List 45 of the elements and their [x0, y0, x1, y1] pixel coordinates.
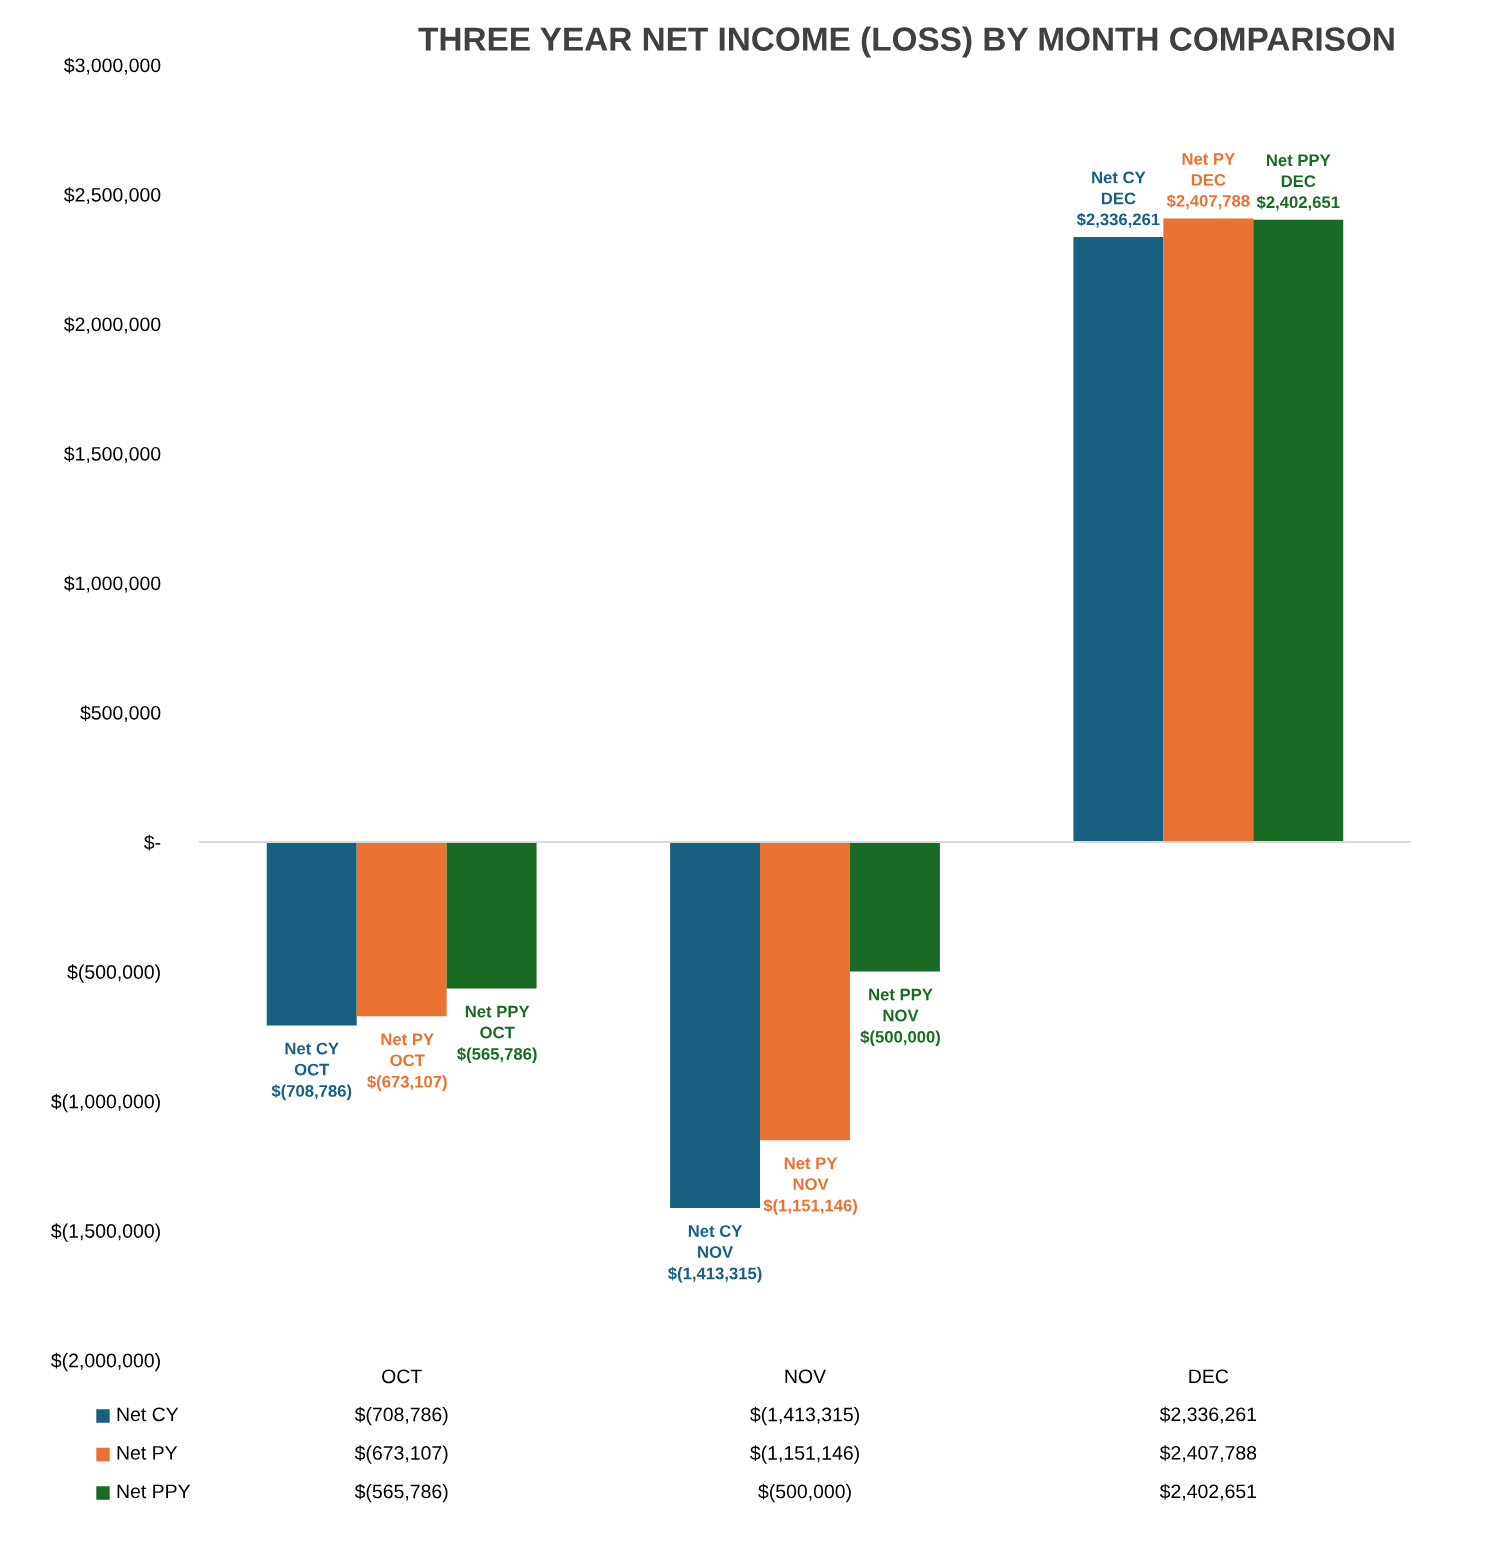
y-tick-label: $-: [144, 834, 161, 851]
bar: [670, 842, 761, 1209]
legend-label: Net PPY: [117, 1484, 191, 1499]
y-tick-label: $500,000: [80, 705, 161, 723]
y-tick-label: $(500,000): [67, 964, 160, 983]
data-label: $(500,000): [758, 1483, 851, 1503]
bar: [1073, 236, 1164, 842]
annotation: Net PY NOV $(1,151,146): [763, 1157, 857, 1215]
y-tick-label: $(1,500,000): [51, 1223, 160, 1242]
data-label: $(1,151,146): [750, 1445, 859, 1464]
chart-title: THREE YEAR NET INCOME (LOSS) BY MONTH COMPARISON: [418, 26, 1394, 58]
bar: [266, 842, 357, 1026]
annotation: Net PPY OCT $(565,786): [457, 1005, 537, 1064]
data-label: $2,402,651: [1159, 1483, 1257, 1501]
data-label: $(708,786): [354, 1406, 448, 1426]
data-label: $(565,786): [354, 1483, 448, 1503]
y-tick-label: $1,500,000: [64, 446, 161, 464]
bar: [760, 842, 850, 1141]
y-tick-label: $3,000,000: [64, 57, 161, 75]
bar: [849, 842, 940, 972]
data-label: $2,336,261: [1159, 1406, 1257, 1424]
y-tick-label: $1,000,000: [64, 575, 161, 593]
annotation: Net CY NOV $(1,413,315): [668, 1225, 762, 1283]
y-tick-label: $(1,000,000): [51, 1093, 160, 1113]
x-tick-label: OCT: [382, 1369, 422, 1384]
bar: [356, 842, 447, 1017]
data-label: $(1,413,315): [750, 1406, 859, 1426]
data-label: $2,407,788: [1159, 1445, 1257, 1463]
annotation: Net PPY NOV $(500,000): [860, 988, 940, 1047]
legend-label: Net PY: [117, 1446, 178, 1460]
x-tick-label: NOV: [785, 1369, 826, 1384]
annotation: Net PPY DEC $2,402,651: [1256, 154, 1340, 211]
annotation: Net PY DEC $2,407,788: [1166, 153, 1250, 210]
y-tick-label: $2,000,000: [64, 316, 161, 334]
y-tick-label: $(2,000,000): [51, 1352, 160, 1372]
annotation: Net CY DEC $2,336,261: [1076, 171, 1160, 228]
x-tick-label: DEC: [1189, 1369, 1229, 1384]
legend-label: Net CY: [117, 1407, 179, 1422]
bar: [1253, 219, 1344, 842]
bar: [1163, 218, 1254, 842]
bar: [446, 842, 537, 989]
annotation: Net CY OCT $(708,786): [271, 1042, 352, 1101]
annotation: Net PY OCT $(673,107): [367, 1033, 447, 1091]
data-label: $(673,107): [354, 1445, 448, 1464]
y-tick-label: $2,500,000: [64, 187, 161, 205]
